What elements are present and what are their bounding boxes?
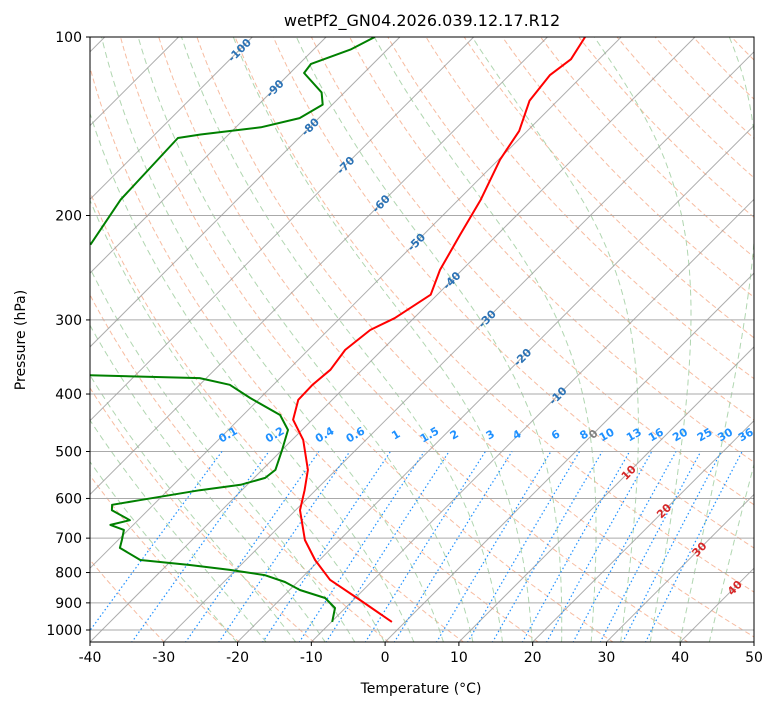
moist-adiabat [90, 374, 297, 642]
isotherm-line [90, 37, 696, 642]
mixing-ratio-line [325, 451, 450, 642]
moist-adiabat [679, 37, 754, 642]
dry-adiabat [234, 37, 754, 593]
y-axis-label: Pressure (hPa) [13, 290, 29, 390]
y-tick-label: 700 [55, 531, 82, 547]
mixing-ratio-line [645, 451, 743, 642]
y-tick-label: 400 [55, 387, 82, 403]
moist-adiabat [137, 37, 474, 642]
isotherm-line [236, 124, 754, 642]
plot-frame [89, 36, 755, 643]
isotherm-line [163, 51, 754, 642]
dry-adiabat [425, 37, 754, 380]
mixing-ratio-line [546, 451, 653, 642]
moist-adiabat [471, 37, 639, 642]
x-tick-label: 20 [524, 650, 542, 666]
background-lines [90, 37, 754, 642]
dry-adiabat [90, 474, 240, 642]
x-tick-label: 30 [598, 650, 616, 666]
mixing-ratio-line [572, 451, 677, 642]
isotherm-line [310, 198, 754, 642]
y-tick-label: 600 [55, 491, 82, 507]
dry-adiabat [90, 65, 539, 642]
mixing-ratio-line [521, 451, 631, 642]
x-axis-label: Temperature (°C) [360, 681, 482, 697]
isotherm-line [605, 493, 754, 642]
moist-adiabat [181, 37, 504, 642]
dewpoint-profile [90, 37, 376, 246]
dry-adiabat [349, 37, 754, 463]
isotherm-line [90, 37, 548, 496]
dry-adiabat [272, 37, 754, 549]
x-tick-label: -20 [226, 650, 249, 666]
isotherm-line [458, 346, 754, 642]
isotherm-line [384, 272, 754, 642]
isotherm-line [90, 37, 253, 201]
moist-adiabat [90, 324, 326, 642]
mixing-ratio-line [218, 451, 351, 642]
moist-adiabat [708, 462, 754, 642]
y-ticks: 100 200 300 400 500 600 700 800 900 1000 [46, 30, 90, 639]
y-tick-label: 1000 [46, 623, 82, 639]
y-tick-label: 100 [55, 30, 82, 46]
x-tick-label: -40 [79, 650, 102, 666]
dry-adiabat [90, 558, 166, 642]
moist-adiabat [90, 419, 267, 642]
moist-adiabat [295, 37, 563, 642]
y-tick-label: 900 [55, 596, 82, 612]
mixing-ratio-line [436, 451, 552, 642]
mixing-ratio-line [298, 451, 425, 642]
mixing-ratio-line [262, 451, 391, 642]
x-tick-label: -10 [300, 650, 323, 666]
moist-adiabat [90, 111, 415, 642]
dry-adiabat [90, 387, 315, 642]
mixing-ratio-label: 36 [736, 425, 756, 444]
y-tick-label: 800 [55, 566, 82, 582]
moist-adiabat [90, 460, 238, 642]
dry-adiabat [463, 37, 754, 339]
profiles [90, 37, 586, 623]
dewpoint-profile [90, 374, 336, 623]
temperature-profile [292, 37, 586, 623]
moist-adiabat [373, 37, 597, 642]
isotherm-line [90, 37, 622, 569]
x-tick-label: 50 [745, 650, 763, 666]
mixing-ratio-line [185, 451, 320, 642]
x-tick-label: 10 [450, 650, 468, 666]
chart-title: wetPf2_GN04.2026.039.12.17.R12 [284, 11, 560, 31]
isotherm-line [90, 37, 327, 274]
dry-adiabat [158, 37, 689, 642]
dry-adiabat [90, 190, 465, 642]
isotherm-line [90, 37, 475, 422]
dry-adiabat [120, 37, 614, 642]
y-tick-label: 500 [55, 444, 82, 460]
y-tick-label: 200 [55, 209, 82, 225]
x-tick-label: 0 [381, 650, 390, 666]
mixing-ratio-line [393, 451, 513, 642]
moist-adiabat [90, 198, 385, 642]
mixing-ratio-line [364, 451, 486, 642]
isotherm-line [90, 37, 401, 348]
mixing-ratio-line [90, 451, 223, 632]
y-tick-label: 300 [55, 313, 82, 329]
x-ticks: -40 -30 -20 -10 0 10 20 30 40 50 [79, 642, 763, 666]
x-tick-label: 40 [671, 650, 689, 666]
moist-adiabat [593, 37, 692, 642]
isotherm-line [531, 419, 754, 642]
x-tick-label: -30 [152, 650, 175, 666]
moist-adiabat [101, 37, 444, 642]
